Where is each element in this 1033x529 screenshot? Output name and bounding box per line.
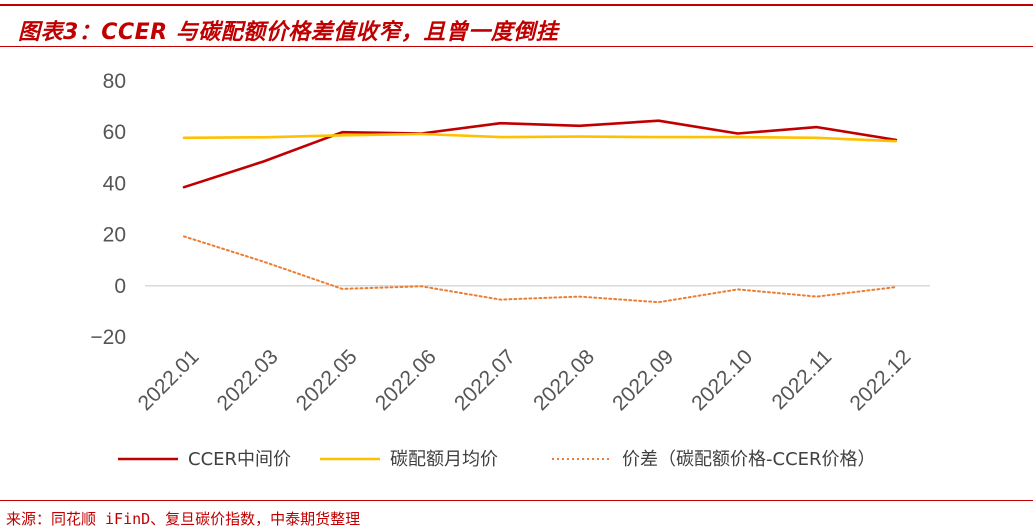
x-tick-label: 2022.01 bbox=[134, 345, 204, 415]
x-tick-label: 2022.08 bbox=[529, 345, 599, 415]
title-bottom-rule bbox=[0, 46, 1033, 47]
legend: CCER中间价 碳配额月均价 价差（碳配额价格-CCER价格） bbox=[118, 449, 876, 470]
x-tick-label: 2022.03 bbox=[213, 345, 283, 415]
series-line-3 bbox=[183, 235, 897, 304]
y-tick-label: 80 bbox=[103, 70, 126, 93]
series-line-2 bbox=[182, 132, 898, 143]
y-tick-label: −20 bbox=[90, 326, 126, 349]
y-axis: 80 60 40 20 0 −20 bbox=[90, 70, 126, 349]
source-note: 来源：同花顺 iFinD、复旦碳价指数，中泰期货整理 bbox=[6, 510, 361, 528]
legend-label-2: 碳配额月均价 bbox=[390, 449, 498, 470]
x-tick-label: 2022.10 bbox=[687, 345, 757, 415]
x-tick-label: 2022.11 bbox=[767, 345, 836, 414]
y-tick-label: 40 bbox=[103, 172, 126, 195]
x-tick-label: 2022.07 bbox=[450, 345, 520, 415]
source-rule bbox=[0, 500, 1033, 501]
series-lines bbox=[182, 119, 898, 304]
figure-title-bar: 图表3：CCER 与碳配额价格差值收窄，且曾一度倒挂 bbox=[0, 0, 1033, 48]
y-tick-label: 0 bbox=[114, 275, 126, 298]
y-tick-label: 20 bbox=[103, 224, 126, 247]
x-tick-label: 2022.05 bbox=[292, 345, 362, 415]
series-line-1 bbox=[182, 119, 898, 189]
legend-label-3: 价差（碳配额价格-CCER价格） bbox=[622, 449, 876, 470]
x-tick-label: 2022.09 bbox=[608, 345, 678, 415]
x-tick-label: 2022.12 bbox=[845, 345, 915, 415]
legend-label-1: CCER中间价 bbox=[188, 449, 291, 470]
x-axis: 2022.01 2022.03 2022.05 2022.06 2022.07 2022.… bbox=[134, 345, 916, 415]
y-tick-label: 60 bbox=[103, 121, 126, 144]
figure-title: 图表3：CCER 与碳配额价格差值收窄，且曾一度倒挂 bbox=[18, 20, 559, 45]
title-top-rule bbox=[0, 4, 1033, 6]
x-tick-label: 2022.06 bbox=[371, 345, 441, 415]
